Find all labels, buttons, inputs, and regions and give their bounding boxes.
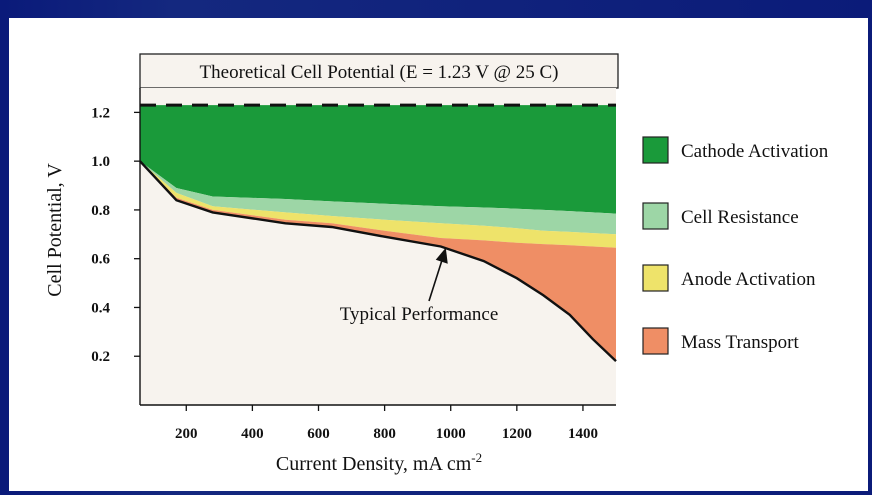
y-tick-label: 0.8 [91,203,110,219]
y-tick-label: 0.2 [91,349,110,365]
typical-performance-curve [139,160,617,362]
legend-swatch [642,264,669,292]
x-tick-label: 1000 [436,426,466,442]
banner-label: Theoretical Cell Potential (E = 1.23 V @… [200,62,559,83]
band-anode-activation [140,161,616,248]
typical-performance-annotation: Typical Performance [340,247,499,325]
y-tick-label: 1.0 [91,154,110,170]
legend: Cathode Activation Cell Resistance Anode A… [642,136,829,355]
chart: Theoretical Cell Potential (E = 1.23 V @… [44,53,829,475]
x-ticks: 200 400 600 800 1000 1200 1400 [175,405,598,442]
x-axis-label: Current Density, mA cm-2 [276,450,482,475]
legend-label: Anode Activation [681,269,816,290]
slide: Theoretical Cell Potential (E = 1.23 V @… [9,18,868,491]
legend-label: Cell Resistance [681,207,799,228]
x-tick-label: 1400 [568,426,598,442]
x-tick-label: 1200 [502,426,532,442]
band-cell-resistance [140,161,616,235]
y-tick-label: 0.4 [91,300,110,316]
x-tick-label: 600 [307,426,330,442]
y-axis-label: Cell Potential, V [44,163,66,297]
legend-swatch [642,136,669,164]
annotation-arrow-head [435,247,448,264]
typical-performance-label: Typical Performance [340,304,499,325]
annotation-arrow-line [428,257,444,302]
y-tick-label: 1.2 [91,105,110,121]
legend-swatch [642,327,669,355]
y-ticks: 0.2 0.4 0.6 0.8 1.0 1.2 [91,105,140,365]
plot-area [139,88,617,406]
theoretical-potential-banner [139,53,619,89]
legend-label: Cathode Activation [681,141,829,162]
x-tick-label: 800 [373,426,396,442]
legend-swatch [642,202,669,230]
band-mass-transport [140,161,616,362]
x-tick-label: 200 [175,426,198,442]
band-cathode-activation [140,105,616,214]
legend-label: Mass Transport [681,332,799,353]
x-tick-label: 400 [241,426,264,442]
y-tick-label: 0.6 [91,252,110,268]
